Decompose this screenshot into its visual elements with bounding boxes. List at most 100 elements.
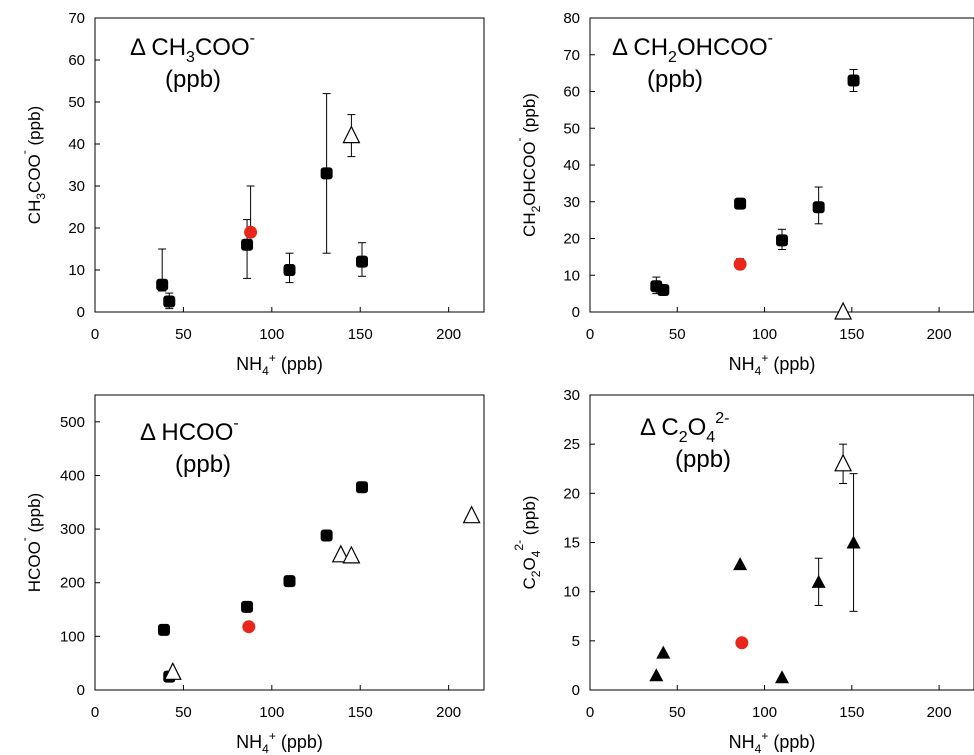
x-tick-label: 100 [752, 704, 777, 721]
data-point-circle [244, 225, 258, 239]
label-part: (ppb) [25, 106, 44, 150]
y-axis-label: HCOO- (ppb) [17, 493, 44, 592]
label-part: 2 [529, 570, 543, 577]
x-tick-label: 200 [927, 326, 952, 343]
data-point-square [156, 278, 169, 291]
data-point-square [812, 201, 825, 214]
data-point-open-triangle [342, 125, 361, 144]
label-part: - [17, 150, 31, 154]
data-point-triangle [811, 574, 826, 588]
y-tick-label: 10 [563, 584, 580, 601]
y-tick-label: 200 [60, 575, 85, 592]
y-tick-label: 40 [563, 157, 580, 174]
y-tick-label: 50 [68, 94, 85, 111]
label-part: C [520, 577, 539, 589]
plot-frame [94, 17, 485, 313]
data-point-square [776, 234, 788, 247]
x-tick-label: 150 [839, 704, 864, 721]
y-tick-label: 300 [60, 521, 85, 538]
data-point-open-triangle [834, 301, 853, 320]
data-point-triangle [733, 557, 748, 571]
label-part: + [269, 729, 276, 743]
y-tick-label: 30 [563, 194, 580, 211]
x-axis-label: NH4+ (ppb) [236, 351, 323, 378]
label-part: COO [195, 34, 250, 61]
data-point-open-triangle [462, 505, 481, 524]
y-tick-label: 30 [68, 178, 85, 195]
data-point-square [283, 575, 296, 588]
data-point-square [355, 255, 368, 268]
data-point-circle [242, 620, 256, 634]
panel-annotation-unit: (ppb) [647, 66, 703, 93]
label-part: - [512, 137, 526, 141]
data-point-square [320, 529, 333, 542]
data-point-square [241, 600, 254, 613]
y-tick-label: 10 [68, 262, 85, 279]
x-axis-label: NH4+ (ppb) [236, 729, 323, 755]
label-part: Δ CH [612, 34, 668, 61]
data-point-open-triangle [834, 453, 853, 472]
x-tick-label: 100 [752, 326, 777, 343]
data-point-square [157, 623, 170, 636]
data-point-square [734, 197, 747, 210]
label-part: 4 [262, 742, 269, 755]
data-point-square [657, 283, 670, 296]
panel-annotation: Δ C2O42- [640, 410, 729, 446]
y-tick-label: 5 [572, 633, 580, 650]
x-tick-label: 150 [839, 326, 864, 343]
label-part: CH [520, 212, 539, 237]
y-tick-label: 20 [563, 231, 580, 248]
label-part: 3 [186, 49, 195, 66]
label-part: (ppb) [520, 93, 539, 137]
y-tick-label: 500 [60, 414, 85, 431]
x-tick-label: 0 [91, 326, 99, 343]
y-axis-label: C2O42- (ppb) [512, 496, 543, 590]
x-tick-label: 150 [348, 326, 373, 343]
label-part: NH [236, 354, 262, 374]
label-part: 4 [262, 364, 269, 378]
data-point-triangle [846, 535, 861, 549]
panel-annotation: Δ CH3COO- [130, 30, 255, 66]
label-part: 4 [529, 550, 543, 557]
label-part: Δ C [640, 414, 679, 441]
data-point-triangle [775, 670, 789, 684]
x-tick-label: 200 [927, 704, 952, 721]
label-part: (ppb) [276, 732, 323, 752]
label-part: HCOO [25, 541, 44, 592]
label-part: + [761, 351, 768, 365]
y-axis-label: CH2OHCOO- (ppb) [512, 93, 543, 237]
y-tick-label: 10 [563, 267, 580, 284]
label-part: O [688, 414, 707, 441]
label-part: O [520, 557, 539, 570]
label-part: NH [236, 732, 262, 752]
label-part: + [269, 351, 276, 365]
y-tick-label: 0 [572, 304, 580, 321]
data-point-circle [735, 636, 749, 650]
x-tick-label: 0 [91, 704, 99, 721]
label-part: (ppb) [768, 354, 815, 374]
label-part: (ppb) [768, 732, 815, 752]
y-axis-label: CH3COO- (ppb) [17, 106, 48, 224]
data-point-circle [733, 257, 747, 271]
label-part: Δ CH [130, 34, 186, 61]
x-tick-label: 50 [669, 704, 686, 721]
data-point-square [355, 481, 368, 494]
panel-annotation-unit: (ppb) [175, 451, 231, 478]
y-tick-label: 20 [563, 485, 580, 502]
y-tick-label: 15 [563, 535, 580, 552]
x-tick-label: 100 [259, 326, 284, 343]
label-part: Δ HCOO [140, 419, 233, 446]
label-part: 4 [755, 364, 762, 378]
panel-annotation: Δ HCOO- [140, 415, 239, 446]
data-point-square [847, 74, 860, 87]
x-tick-label: 0 [586, 326, 594, 343]
panel-annotation-unit: (ppb) [675, 446, 731, 473]
data-point-square [320, 167, 333, 180]
plot-frame [94, 394, 485, 691]
x-tick-label: 50 [175, 326, 192, 343]
